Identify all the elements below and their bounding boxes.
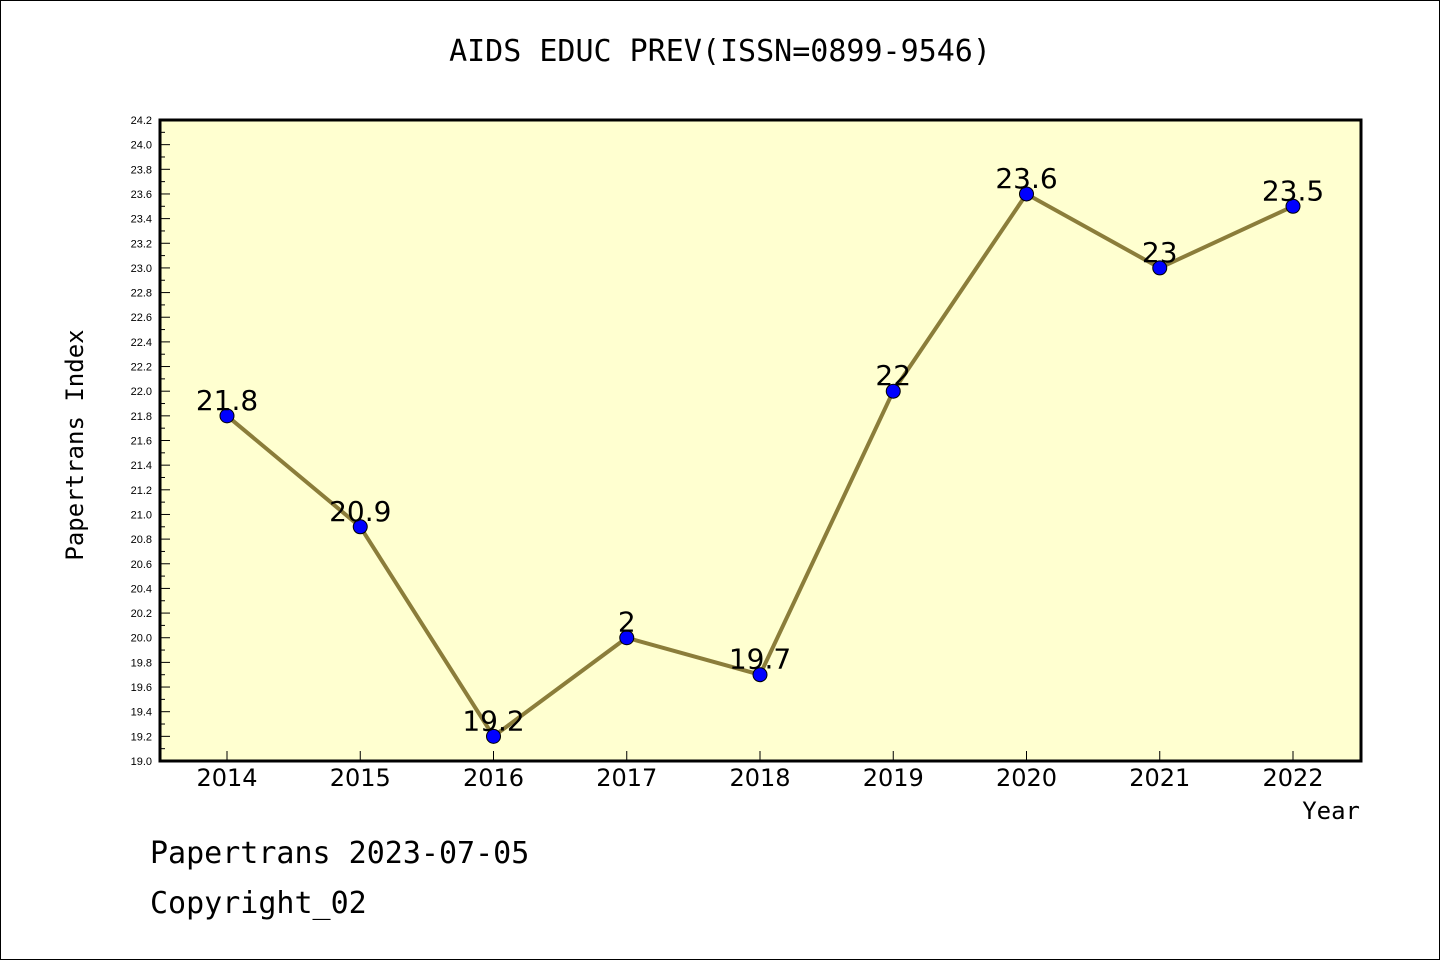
y-tick-label: 21.8 [131, 411, 152, 423]
y-tick-label: 24.2 [131, 115, 152, 127]
data-point [752, 667, 768, 683]
data-point [352, 519, 368, 535]
data-point [1019, 186, 1034, 202]
data-label: 19.7 [729, 643, 791, 676]
y-tick-label: 19.6 [131, 682, 152, 694]
data-label: 2 [618, 606, 636, 639]
y-tick-label: 23.8 [131, 164, 152, 176]
y-tick-label: 22.8 [131, 288, 152, 300]
y-tick-label: 20.0 [131, 633, 152, 645]
x-tick-label: 2020 [996, 764, 1057, 792]
y-tick-label: 22.0 [131, 386, 152, 398]
data-label: 23 [1142, 236, 1178, 269]
y-tick-label: 22.2 [131, 362, 152, 374]
data-point [885, 383, 901, 399]
y-tick-label: 21.0 [131, 509, 152, 521]
data-point [1152, 260, 1168, 276]
y-tick-label: 22.4 [131, 337, 152, 349]
x-tick-label: 2014 [196, 764, 257, 792]
y-tick-label: 23.4 [131, 214, 152, 226]
y-tick-label: 20.6 [131, 559, 152, 571]
x-tick-label: 2017 [596, 764, 657, 792]
data-point [619, 630, 635, 646]
footer-date: Papertrans 2023-07-05 [150, 836, 530, 871]
y-tick-label: 23.2 [131, 238, 152, 250]
y-tick-label: 23.6 [131, 189, 152, 201]
y-tick-label: 20.4 [131, 583, 152, 595]
data-label: 21.8 [196, 384, 258, 417]
footer-copyright: Copyright_02 [150, 886, 367, 921]
data-point [1285, 198, 1301, 214]
y-tick-label: 20.8 [131, 534, 152, 546]
y-tick-label: 21.4 [131, 460, 152, 472]
x-tick-label: 2021 [1129, 764, 1190, 792]
x-tick-label: 2019 [863, 764, 924, 792]
y-tick-label: 19.8 [131, 657, 152, 669]
chart-title: AIDS EDUC PREV(ISSN=0899-9546) [449, 34, 991, 69]
data-label: 20.9 [329, 495, 391, 528]
x-axis-label: Year [1302, 797, 1360, 825]
data-label: 23.6 [995, 162, 1057, 195]
x-tick-label: 2022 [1262, 764, 1323, 792]
x-tick-label: 2016 [463, 764, 524, 792]
data-label: 23.5 [1262, 174, 1324, 207]
y-tick-label: 21.6 [131, 436, 152, 448]
x-tick-label: 2015 [330, 764, 391, 792]
y-tick-label: 23.0 [131, 263, 152, 275]
data-point [486, 728, 501, 744]
plot-area [158, 118, 1363, 763]
y-tick-label: 20.2 [131, 608, 152, 620]
y-tick-label: 19.0 [131, 756, 152, 768]
y-tick-label: 19.2 [131, 731, 152, 743]
x-tick-label: 2018 [729, 764, 790, 792]
y-tick-label: 24.0 [131, 140, 152, 152]
y-tick-label: 21.2 [131, 485, 152, 497]
y-tick-label: 22.6 [131, 312, 152, 324]
y-tick-label: 19.4 [131, 707, 152, 719]
data-point [219, 408, 235, 424]
data-label: 19.2 [462, 704, 524, 737]
data-label: 22 [875, 359, 911, 392]
